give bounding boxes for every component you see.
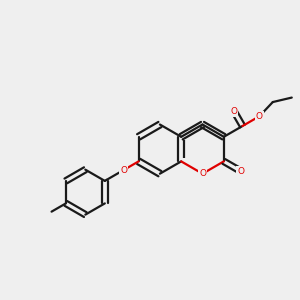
Text: O: O: [120, 166, 127, 175]
Text: O: O: [199, 169, 206, 178]
Text: O: O: [237, 167, 244, 176]
Text: O: O: [256, 112, 263, 121]
Text: O: O: [231, 107, 238, 116]
